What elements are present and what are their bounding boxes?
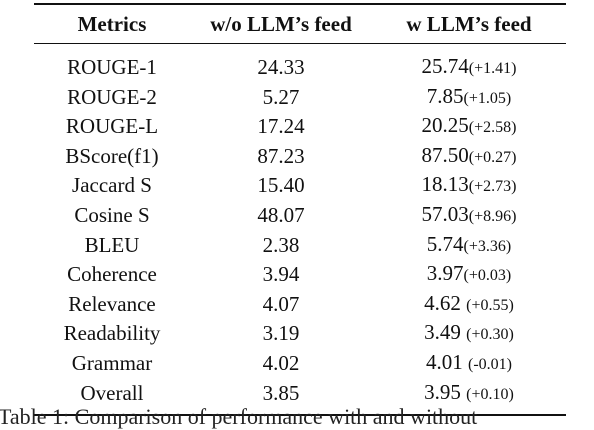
with-llm-value-cell: 4.01 (-0.01) — [372, 349, 566, 379]
header-without-llm-feed: w/o LLM’s feed — [210, 11, 352, 36]
metric-name-cell: Overall — [80, 380, 144, 405]
table-row: ROUGE-1 24.33 25.74(+1.41) — [34, 44, 566, 83]
header-metrics: Metrics — [77, 11, 147, 36]
metric-name-cell: Relevance — [68, 291, 156, 316]
table-row: BScore(f1) 87.23 87.50(+0.27) — [34, 142, 566, 172]
without-llm-value-cell: 3.85 — [262, 380, 300, 405]
table-row: Coherence 3.94 3.97(+0.03) — [34, 260, 566, 290]
table-row: ROUGE-2 5.27 7.85(+1.05) — [34, 83, 566, 113]
with-llm-value: 18.13 — [421, 172, 469, 197]
improvement-delta: (+2.58) — [468, 119, 517, 137]
without-llm-value-cell: 3.94 — [262, 262, 300, 287]
without-llm-value-cell: 87.23 — [257, 143, 305, 168]
metric-name-cell: Grammar — [71, 350, 153, 375]
metric-name-cell: ROUGE-1 — [67, 55, 157, 79]
metric-name-cell: ROUGE-L — [65, 114, 159, 139]
with-llm-value: 5.74 — [426, 231, 464, 256]
with-llm-value: 4.01 — [426, 349, 463, 374]
with-llm-value: 25.74 — [421, 54, 469, 78]
with-llm-value: 4.62 — [424, 290, 461, 315]
with-llm-value: 87.50 — [421, 142, 469, 167]
with-llm-value: 3.49 — [424, 320, 461, 345]
with-llm-value: 3.95 — [424, 379, 461, 404]
metric-name-cell: Jaccard S — [72, 173, 152, 198]
with-llm-value: 7.85 — [426, 83, 464, 108]
improvement-delta: (-0.01) — [468, 355, 512, 373]
improvement-delta: (+1.41) — [468, 60, 517, 77]
without-llm-value-cell: 4.02 — [262, 350, 300, 375]
table-row: Readability 3.19 3.49 (+0.30) — [34, 319, 566, 349]
with-llm-value-cell: 3.97(+0.03) — [372, 260, 566, 290]
metric-name-cell: ROUGE-2 — [67, 84, 157, 109]
without-llm-value-cell: 48.07 — [257, 202, 305, 227]
table-row: Overall 3.85 3.95 (+0.10) — [34, 379, 566, 416]
improvement-delta: (+3.36) — [463, 237, 512, 255]
table-body: ROUGE-1 24.33 25.74(+1.41) ROUGE-2 5.27 7.85(… — [34, 44, 566, 416]
table-caption: Table 1: Comparison of performance with … — [0, 404, 478, 429]
metric-name-cell: Coherence — [67, 262, 157, 287]
without-llm-value-cell: 5.27 — [262, 84, 300, 109]
with-llm-value-cell: 4.62 (+0.55) — [372, 290, 566, 320]
improvement-delta: (+8.96) — [468, 207, 517, 225]
improvement-delta: (+1.05) — [463, 89, 512, 107]
improvement-delta: (+0.27) — [468, 148, 517, 166]
without-llm-value-cell: 3.19 — [262, 321, 300, 346]
header-with-llm-feed: w LLM’s feed — [406, 11, 532, 36]
with-llm-value-cell: 7.85(+1.05) — [372, 83, 566, 113]
table-row: Relevance 4.07 4.62 (+0.55) — [34, 290, 566, 320]
improvement-delta: (+0.03) — [463, 267, 512, 285]
improvement-delta: (+0.10) — [466, 385, 514, 403]
table-row: ROUGE-L 17.24 20.25(+2.58) — [34, 112, 566, 142]
with-llm-value-cell: 3.95 (+0.10) — [372, 379, 566, 416]
with-llm-value: 57.03 — [421, 201, 469, 226]
with-llm-value-cell: 25.74(+1.41) — [372, 44, 566, 83]
improvement-delta: (+0.30) — [466, 326, 514, 344]
with-llm-value: 3.97 — [426, 261, 464, 286]
with-llm-value-cell: 57.03(+8.96) — [372, 201, 566, 231]
improvement-delta: (+0.55) — [466, 296, 514, 314]
metric-name-cell: BLEU — [84, 232, 140, 257]
with-llm-value-cell: 20.25(+2.58) — [372, 112, 566, 142]
metric-name-cell: Readability — [63, 321, 161, 346]
improvement-delta: (+2.73) — [468, 178, 517, 196]
comparison-table-container: Metrics w/o LLM’s feed w LLM’s feed ROUG… — [34, 3, 566, 416]
without-llm-value-cell: 4.07 — [262, 291, 300, 316]
table-row: Jaccard S 15.40 18.13(+2.73) — [34, 171, 566, 201]
with-llm-value-cell: 87.50(+0.27) — [372, 142, 566, 172]
without-llm-value-cell: 2.38 — [262, 232, 300, 257]
without-llm-value-cell: 24.33 — [257, 55, 305, 79]
without-llm-value-cell: 15.40 — [257, 173, 305, 198]
table-row: Cosine S 48.07 57.03(+8.96) — [34, 201, 566, 231]
with-llm-value-cell: 5.74(+3.36) — [372, 231, 566, 261]
without-llm-value-cell: 17.24 — [257, 114, 305, 139]
with-llm-value-cell: 18.13(+2.73) — [372, 171, 566, 201]
metric-name-cell: Cosine S — [74, 202, 150, 227]
table-row: BLEU 2.38 5.74(+3.36) — [34, 231, 566, 261]
table-row: Grammar 4.02 4.01 (-0.01) — [34, 349, 566, 379]
with-llm-value-cell: 3.49 (+0.30) — [372, 319, 566, 349]
table-header-row: Metrics w/o LLM’s feed w LLM’s feed — [34, 4, 566, 44]
with-llm-value: 20.25 — [421, 113, 469, 138]
metric-name-cell: BScore(f1) — [65, 143, 159, 168]
comparison-table: Metrics w/o LLM’s feed w LLM’s feed ROUG… — [34, 3, 566, 416]
